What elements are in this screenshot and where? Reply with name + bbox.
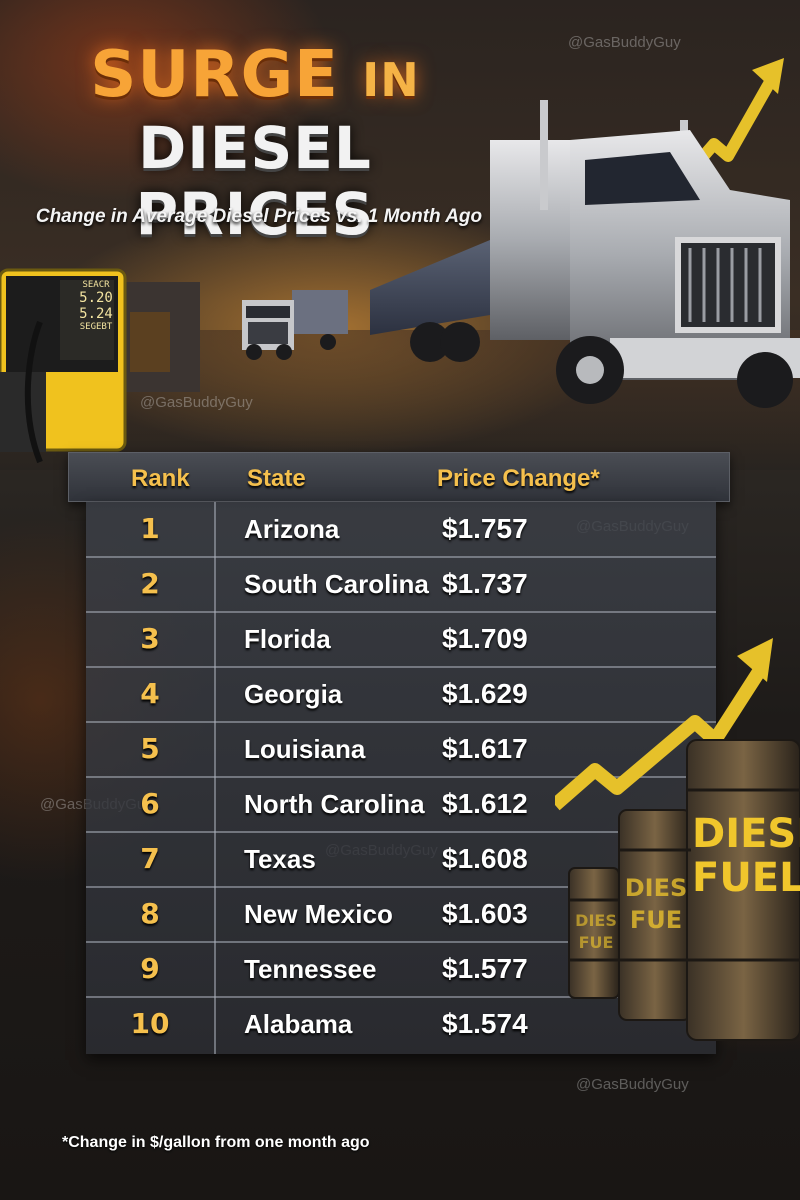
state-cell: Florida xyxy=(244,624,331,654)
rank-cell: 8 xyxy=(140,897,160,930)
barrel-label-large-2: FUEL xyxy=(692,855,800,900)
price-cell: $1.612 xyxy=(442,788,528,819)
table-row: 4 Georgia $1.629 xyxy=(86,667,716,723)
background-truck-image xyxy=(242,290,348,360)
page-title: SURGE IN DIESEL PRICES xyxy=(20,40,490,247)
header-state: State xyxy=(247,465,306,492)
state-cell: Arizona xyxy=(244,514,340,544)
pump-display-value-1: 5.20 xyxy=(79,290,113,306)
header-price-change: Price Change* xyxy=(437,465,600,492)
table-row: 2 South Carolina $1.737 xyxy=(86,557,716,613)
price-cell: $1.608 xyxy=(442,843,528,874)
barrel-label-large-1: DIESEL xyxy=(692,812,800,857)
pump-display-bottom: SEGEBT xyxy=(79,322,113,332)
price-cell: $1.629 xyxy=(442,678,528,709)
rank-cell: 3 xyxy=(140,622,160,655)
table-row: 9 Tennessee $1.577 xyxy=(86,942,716,998)
watermark: @GasBuddyGuy xyxy=(576,1076,689,1093)
rank-cell: 4 xyxy=(140,677,160,710)
header-rank: Rank xyxy=(131,465,190,492)
table-row: 10 Alabama $1.574 xyxy=(86,997,716,1053)
state-cell: Georgia xyxy=(244,679,343,709)
price-cell: $1.603 xyxy=(442,898,528,929)
pump-display-value-2: 5.24 xyxy=(79,306,113,322)
state-cell: South Carolina xyxy=(244,569,429,599)
state-cell: Texas xyxy=(244,844,316,874)
fuel-pump-image xyxy=(0,268,200,464)
subtitle: Change in Average Diesel Prices vs. 1 Mo… xyxy=(35,206,483,227)
barrel-label-mid: DIES FUE xyxy=(624,874,688,934)
state-cell: Alabama xyxy=(244,1009,353,1039)
title-surge: SURGE xyxy=(90,38,339,112)
barrel-label-small: DIES FUE xyxy=(575,911,617,952)
rank-cell: 2 xyxy=(140,567,160,600)
title-line-2: DIESEL PRICES xyxy=(135,114,375,248)
price-cell: $1.709 xyxy=(442,623,528,654)
table-header: Rank State Price Change* xyxy=(68,452,730,502)
pump-display-top: SEACR xyxy=(82,280,110,290)
table-row: 6 North Carolina $1.612 xyxy=(86,777,716,833)
title-in: IN xyxy=(362,53,420,107)
column-divider xyxy=(214,502,216,1054)
state-cell: Louisiana xyxy=(244,734,366,764)
state-cell: New Mexico xyxy=(244,899,393,929)
title-line-1: SURGE IN xyxy=(20,40,490,115)
rank-cell: 10 xyxy=(130,1007,170,1040)
price-cell: $1.617 xyxy=(442,733,528,764)
table-row: 5 Louisiana $1.617 xyxy=(86,722,716,778)
table-row: 1 Arizona $1.757 xyxy=(86,502,716,558)
price-cell: $1.574 xyxy=(442,1008,528,1039)
price-cell: $1.577 xyxy=(442,953,528,984)
rank-cell: 6 xyxy=(140,787,160,820)
footnote: *Change in $/gallon from one month ago xyxy=(62,1134,370,1151)
price-cell: $1.737 xyxy=(442,568,528,599)
watermark: @GasBuddyGuy xyxy=(568,34,681,51)
table-row: 8 New Mexico $1.603 xyxy=(86,887,716,943)
semi-truck-image xyxy=(370,100,800,408)
table-row: 3 Florida $1.709 xyxy=(86,612,716,668)
rank-cell: 9 xyxy=(140,952,160,985)
rank-cell: 5 xyxy=(140,732,160,765)
rank-cell: 7 xyxy=(140,842,160,875)
rank-cell: 1 xyxy=(140,512,160,545)
watermark: @GasBuddyGuy xyxy=(140,394,253,411)
barrel-label-large: DIESEL FUEL xyxy=(692,812,800,900)
table-row: 7 Texas $1.608 xyxy=(86,832,716,888)
state-cell: North Carolina xyxy=(244,789,425,819)
price-cell: $1.757 xyxy=(442,513,528,544)
pump-display: SEACR 5.20 5.24 SEGEBT xyxy=(70,280,122,332)
diesel-barrels-image xyxy=(555,638,800,1041)
state-cell: Tennessee xyxy=(244,954,377,984)
